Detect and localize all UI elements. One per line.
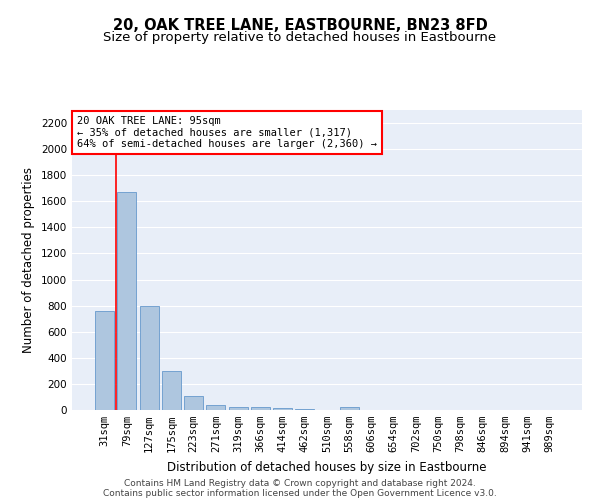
Bar [95,311,114,410]
Text: Contains HM Land Registry data © Crown copyright and database right 2024.: Contains HM Land Registry data © Crown c… [124,478,476,488]
Bar [206,406,225,410]
Bar [273,408,292,410]
Text: Contains public sector information licensed under the Open Government Licence v3: Contains public sector information licen… [103,488,497,498]
Bar [251,408,270,410]
Text: 20 OAK TREE LANE: 95sqm
← 35% of detached houses are smaller (1,317)
64% of semi: 20 OAK TREE LANE: 95sqm ← 35% of detache… [77,116,377,149]
Bar [184,396,203,410]
Text: Size of property relative to detached houses in Eastbourne: Size of property relative to detached ho… [103,31,497,44]
Text: 20, OAK TREE LANE, EASTBOURNE, BN23 8FD: 20, OAK TREE LANE, EASTBOURNE, BN23 8FD [113,18,487,32]
Bar [295,408,314,410]
Bar [162,371,181,410]
Bar [140,306,158,410]
Bar [118,192,136,410]
Y-axis label: Number of detached properties: Number of detached properties [22,167,35,353]
X-axis label: Distribution of detached houses by size in Eastbourne: Distribution of detached houses by size … [167,460,487,473]
Bar [229,406,248,410]
Bar [340,408,359,410]
